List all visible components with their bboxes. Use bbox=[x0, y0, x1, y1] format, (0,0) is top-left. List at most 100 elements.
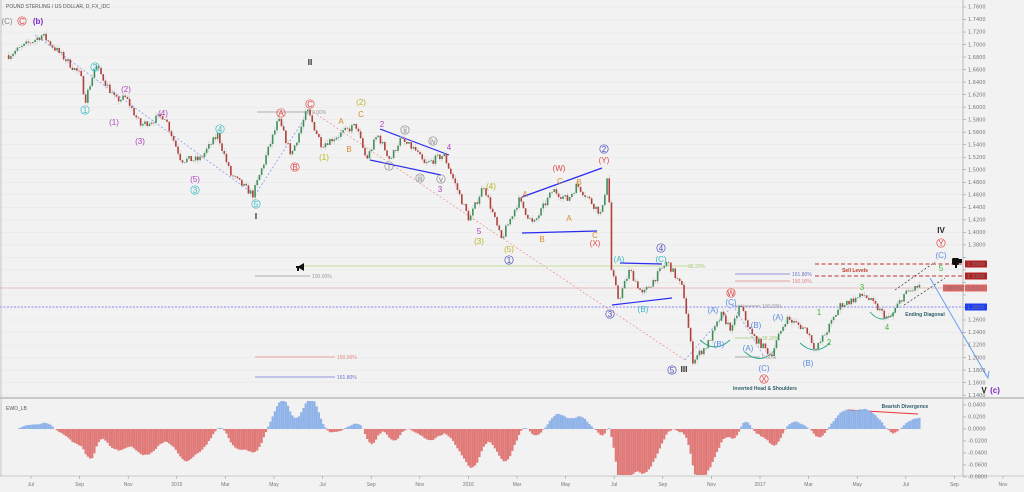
candle bbox=[304, 111, 307, 120]
candle bbox=[364, 147, 366, 156]
wave-label: iv bbox=[430, 137, 436, 146]
candle bbox=[837, 309, 839, 316]
candle bbox=[485, 188, 487, 196]
candle bbox=[351, 125, 353, 132]
candle bbox=[172, 136, 175, 141]
wave-label: (W) bbox=[553, 164, 566, 173]
wave-label: IV bbox=[937, 226, 945, 235]
candle bbox=[797, 322, 800, 325]
candle bbox=[139, 118, 142, 126]
wave-label: C bbox=[358, 110, 364, 119]
wave-label: (A) bbox=[743, 344, 754, 353]
wave-label-circle bbox=[759, 374, 769, 384]
candle bbox=[287, 143, 289, 144]
candle bbox=[62, 52, 65, 60]
y-tick-label: 1.3800 bbox=[968, 243, 986, 249]
price-tag bbox=[965, 284, 987, 292]
candle bbox=[634, 280, 637, 282]
candle bbox=[905, 290, 908, 294]
candle bbox=[232, 175, 234, 177]
candle bbox=[516, 207, 518, 210]
candle bbox=[709, 340, 712, 341]
candle bbox=[375, 137, 377, 140]
candle bbox=[282, 126, 285, 131]
wave-label: 1 bbox=[507, 256, 512, 265]
wave-labels: (C) C (b) 1 2 (1) (2) (3) (4) (5) 3 4 5 I A B C II (1) A B (2… bbox=[1, 16, 1000, 395]
candle bbox=[659, 268, 661, 272]
wave-label: 3 bbox=[438, 185, 443, 194]
wave-label: (C) bbox=[725, 298, 736, 307]
candle bbox=[49, 41, 52, 46]
wave-label: (A) bbox=[773, 313, 784, 322]
candle bbox=[89, 86, 91, 90]
candle bbox=[538, 215, 540, 219]
candle bbox=[159, 114, 162, 117]
candle bbox=[29, 42, 32, 44]
candle bbox=[522, 201, 525, 209]
candle bbox=[472, 208, 474, 216]
candle bbox=[80, 70, 83, 77]
candle bbox=[795, 321, 798, 323]
candles bbox=[7, 31, 921, 366]
wave-label: 2 bbox=[602, 145, 607, 154]
candle bbox=[313, 122, 316, 131]
candle bbox=[318, 134, 320, 138]
candle bbox=[397, 145, 399, 151]
candle bbox=[18, 47, 21, 48]
indicator-name: EWO_LB bbox=[6, 406, 28, 412]
osc-tick-label: 0.0400 bbox=[968, 403, 986, 409]
wave-label-circle bbox=[656, 243, 666, 253]
candle bbox=[225, 153, 228, 163]
wave-label: (3) bbox=[474, 237, 484, 246]
candle bbox=[197, 156, 199, 161]
candle bbox=[491, 208, 494, 213]
candle bbox=[324, 143, 327, 148]
candle bbox=[731, 325, 734, 331]
wave-label: 3 bbox=[860, 283, 865, 292]
wave-label: (1) bbox=[109, 118, 119, 127]
wave-label: 2 bbox=[93, 63, 98, 72]
price-tag-value: 1.3300 bbox=[967, 274, 985, 280]
candle bbox=[681, 281, 683, 285]
candle bbox=[887, 316, 890, 318]
candle bbox=[7, 55, 10, 59]
candle bbox=[432, 160, 435, 164]
wave-label: X bbox=[761, 375, 767, 384]
candle bbox=[243, 183, 245, 186]
candle bbox=[439, 154, 441, 160]
candle bbox=[430, 160, 432, 162]
candle bbox=[227, 162, 230, 166]
candle bbox=[672, 268, 674, 272]
candle bbox=[747, 320, 749, 328]
candle bbox=[670, 262, 672, 272]
candle bbox=[751, 328, 754, 335]
wave-label: C bbox=[307, 100, 313, 109]
candle bbox=[366, 155, 369, 159]
y-tick-label: 1.6200 bbox=[968, 92, 986, 98]
candle bbox=[115, 94, 118, 97]
candle bbox=[414, 147, 417, 151]
candle bbox=[450, 168, 452, 174]
candle bbox=[793, 321, 795, 323]
candle bbox=[425, 162, 428, 164]
candle bbox=[221, 143, 223, 152]
candle bbox=[628, 269, 630, 279]
wave-label-circle bbox=[605, 309, 615, 319]
candle bbox=[826, 332, 828, 335]
wave-label: iii bbox=[417, 174, 423, 183]
candle bbox=[47, 40, 50, 42]
x-tick-label: Sep bbox=[367, 482, 376, 488]
wave-label: C bbox=[19, 17, 25, 26]
candle bbox=[760, 338, 762, 349]
candle bbox=[518, 197, 520, 208]
candle bbox=[340, 132, 342, 137]
candle bbox=[368, 151, 371, 159]
wave-label-circle bbox=[190, 185, 200, 195]
candle bbox=[815, 349, 817, 350]
candle bbox=[386, 150, 388, 157]
candle bbox=[326, 143, 329, 145]
pattern-arc bbox=[744, 349, 776, 359]
channel-line bbox=[379, 128, 450, 156]
candle bbox=[637, 281, 639, 289]
